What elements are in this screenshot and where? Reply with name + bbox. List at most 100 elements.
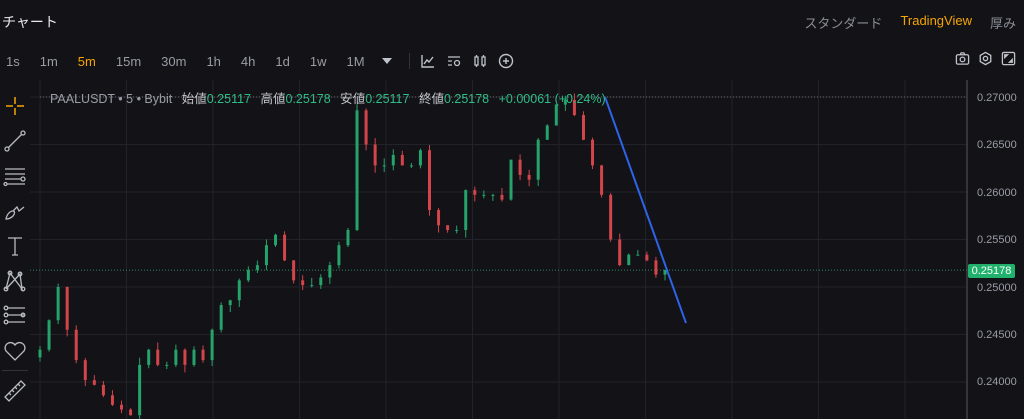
ruler-icon xyxy=(4,379,26,402)
dropdown-triangle-icon[interactable] xyxy=(379,53,395,69)
candle-body xyxy=(255,265,259,270)
text-icon xyxy=(8,236,22,256)
candle-body xyxy=(101,384,105,396)
candle-body xyxy=(283,234,287,261)
candle-body xyxy=(545,125,549,140)
candle-body xyxy=(581,115,585,140)
candle-body xyxy=(645,254,649,261)
view-tradingview[interactable]: TradingView xyxy=(900,13,972,28)
candle-body xyxy=(192,349,196,365)
y-tick: 0.24500 xyxy=(977,329,1017,341)
candle-body xyxy=(264,245,268,266)
tf-1w[interactable]: 1w xyxy=(309,53,327,69)
tf-5m[interactable]: 5m xyxy=(77,53,96,69)
tf-1d[interactable]: 1d xyxy=(275,53,290,69)
view-standard[interactable]: スタンダード xyxy=(804,16,883,31)
candle-body xyxy=(446,225,450,230)
tf-4h[interactable]: 4h xyxy=(240,53,256,69)
candle-body xyxy=(591,139,595,166)
candle-body xyxy=(527,174,531,180)
candle-body xyxy=(572,99,576,116)
fullscreen-icon[interactable] xyxy=(1001,51,1016,66)
candle-body xyxy=(120,404,124,410)
candle-body xyxy=(38,349,42,358)
settings-icon[interactable] xyxy=(978,51,993,66)
crosshair-icon xyxy=(6,96,24,115)
candle-body xyxy=(147,349,151,365)
candle-body xyxy=(201,349,205,361)
tf-30m[interactable]: 30m xyxy=(161,53,187,69)
candle-body xyxy=(210,329,214,361)
candle-type-icon[interactable] xyxy=(472,53,488,69)
candle-body xyxy=(400,154,404,166)
high-value: 0.25178 xyxy=(285,92,331,106)
candle-body xyxy=(110,395,114,405)
candle-body xyxy=(491,194,495,196)
tf-1m[interactable]: 1m xyxy=(39,53,58,69)
crosshair-tool[interactable] xyxy=(0,88,30,123)
fib-tool[interactable] xyxy=(0,298,30,333)
candle-body xyxy=(129,409,133,416)
view-depth[interactable]: 厚み xyxy=(989,16,1016,31)
candle-body xyxy=(409,165,413,167)
tf-1h[interactable]: 1h xyxy=(206,53,221,69)
view-switcher: スタンダード TradingView 厚み xyxy=(804,13,1016,32)
symbol-label: PAALUSDT • 5 • Bybit xyxy=(50,92,173,106)
candle-body xyxy=(328,265,332,278)
text-tool[interactable] xyxy=(0,228,30,263)
tf-15m[interactable]: 15m xyxy=(115,53,142,69)
candle-body xyxy=(482,194,486,196)
candle-body xyxy=(301,280,305,286)
candle-body xyxy=(310,285,314,287)
candle-body xyxy=(183,349,187,365)
chart-right-tools xyxy=(955,51,1016,66)
close-label: 終値 xyxy=(418,92,444,106)
brush-tool[interactable] xyxy=(0,193,30,228)
horizontal-lines-tool[interactable] xyxy=(0,158,30,193)
candle-body xyxy=(346,230,350,246)
tf-1M[interactable]: 1M xyxy=(346,53,365,69)
candle-body xyxy=(92,380,96,385)
drawing-toolbar xyxy=(0,88,30,408)
heart-icon xyxy=(4,341,26,361)
candle-body xyxy=(563,99,567,105)
add-circle-icon[interactable] xyxy=(498,53,514,69)
settings-list-icon[interactable] xyxy=(446,53,462,69)
pattern-tool[interactable] xyxy=(0,263,30,298)
camera-icon[interactable] xyxy=(955,51,970,66)
candle-body xyxy=(654,260,658,275)
low-value: 0.25117 xyxy=(365,92,410,106)
fib-icon xyxy=(3,305,26,324)
tf-1s[interactable]: 1s xyxy=(6,53,20,69)
candle-body xyxy=(554,104,558,126)
candle-body xyxy=(373,144,377,166)
y-tick: 0.26000 xyxy=(977,187,1017,199)
ohlc-legend: PAALUSDT • 5 • Bybit 始値0.25117 高値0.25178… xyxy=(50,88,606,107)
horizontal-lines-icon xyxy=(3,167,26,186)
candle-body xyxy=(74,329,78,361)
candle-body xyxy=(56,287,60,321)
candle-body xyxy=(355,110,359,230)
candle-body xyxy=(663,269,667,275)
indicators-icon[interactable] xyxy=(420,53,436,69)
sidebar-divider xyxy=(2,370,28,371)
trend-line-tool[interactable] xyxy=(0,123,30,158)
price-chart[interactable] xyxy=(0,80,1024,419)
close-value: 0.25178 xyxy=(443,92,490,106)
y-tick: 0.27000 xyxy=(977,92,1017,104)
candle-body xyxy=(455,230,459,231)
candle-body xyxy=(473,190,477,195)
favorite-tool[interactable] xyxy=(0,333,30,368)
candle-body xyxy=(418,150,422,166)
trend-line-icon xyxy=(4,129,26,152)
candle-body xyxy=(536,139,540,180)
open-label: 始値 xyxy=(181,92,207,106)
candle-body xyxy=(618,239,622,266)
page-title: チャート xyxy=(2,14,58,30)
candle-body xyxy=(609,194,613,240)
ruler-tool[interactable] xyxy=(0,373,30,408)
toolbar-divider xyxy=(408,53,410,69)
chart-toolbar: 1s 1m 5m 15m 30m 1h 4h 1d 1w 1M xyxy=(0,50,524,72)
top-bar: チャート スタンダード TradingView 厚み xyxy=(0,0,1024,40)
candle-body xyxy=(165,364,169,366)
